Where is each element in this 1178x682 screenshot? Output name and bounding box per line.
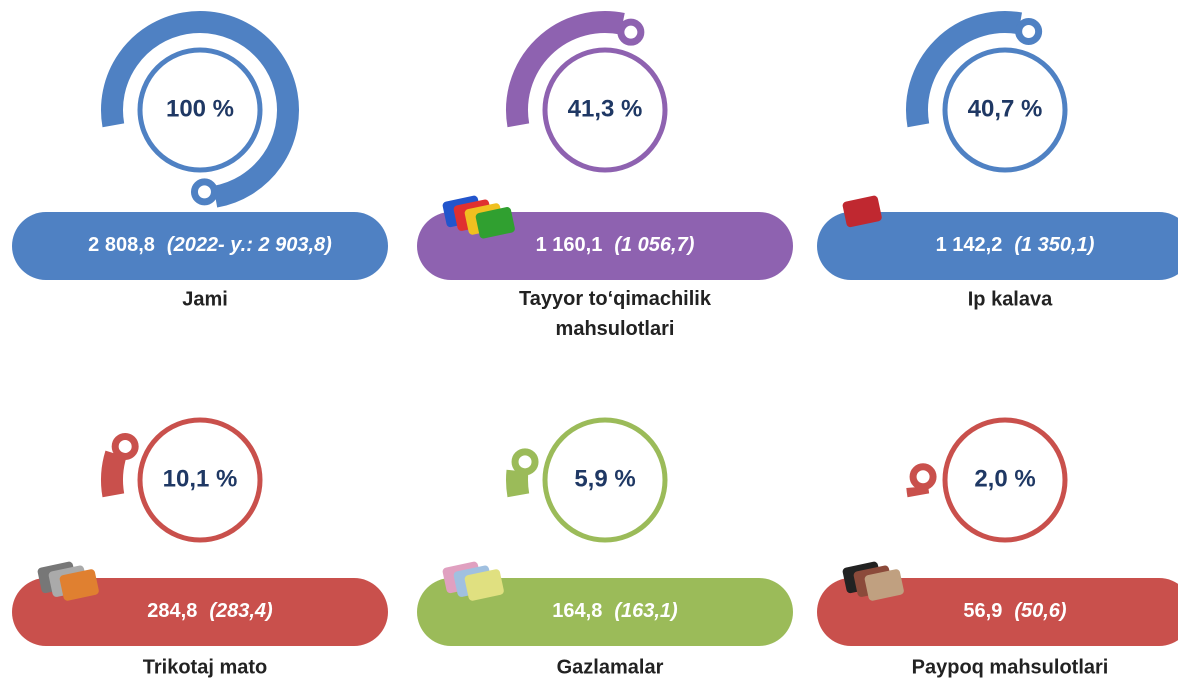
infographic: 100 % 2 808,8 (2022- y.: 2 903,8) Jami 41,3 … [0,0,1178,682]
arc-ring [621,22,641,42]
value-text: 1 142,2 (1 350,1) [936,234,1095,256]
share-label: 41,3 % [568,95,643,122]
category-label: Tayyor to‘qimachilik mahsulotlari [519,288,712,340]
value-text: 2 808,8 (2022- y.: 2 903,8) [88,234,332,256]
share-arc [112,454,116,495]
value: 1 160,1 [536,234,603,256]
value-text: 164,8 (163,1) [552,600,678,622]
previous-value: (163,1) [614,600,678,622]
share-label: 40,7 % [968,95,1043,122]
previous-value: (1 350,1) [1014,234,1094,256]
arc-ring [115,436,135,456]
category-label: Paypoq mahsulotlari [912,656,1109,678]
arc-ring [515,452,535,472]
previous-value: (1 056,7) [614,234,694,256]
category-label: Trikotaj mato [143,656,267,678]
arc-ring [913,467,933,487]
value-text: 284,8 (283,4) [147,600,273,622]
category-label: Gazlamalar [557,656,664,678]
previous-value: (2022- y.: 2 903,8) [167,234,332,256]
value: 2 808,8 [88,234,155,256]
value-text: 1 160,1 (1 056,7) [536,234,695,256]
share-label: 2,0 % [974,465,1035,492]
share-label: 5,9 % [574,465,635,492]
share-label: 100 % [166,95,234,122]
label-line: mahsulotlari [556,318,675,340]
value: 1 142,2 [936,234,1003,256]
share-label: 10,1 % [163,465,238,492]
label-line: Tayyor to‘qimachilik [519,288,712,310]
share-arc [517,471,518,495]
category-label: Jami [182,288,228,310]
page: 100 % 2 808,8 (2022- y.: 2 903,8) Jami 41,3 … [0,0,1178,682]
value-text: 56,9 (50,6) [963,600,1067,622]
arc-ring [194,182,214,202]
value: 284,8 [147,600,197,622]
category-label: Ip kalava [968,288,1053,310]
value: 164,8 [552,600,602,622]
previous-value: (50,6) [1014,600,1067,622]
arc-ring [1019,21,1039,41]
previous-value: (283,4) [209,600,273,622]
value: 56,9 [963,600,1002,622]
